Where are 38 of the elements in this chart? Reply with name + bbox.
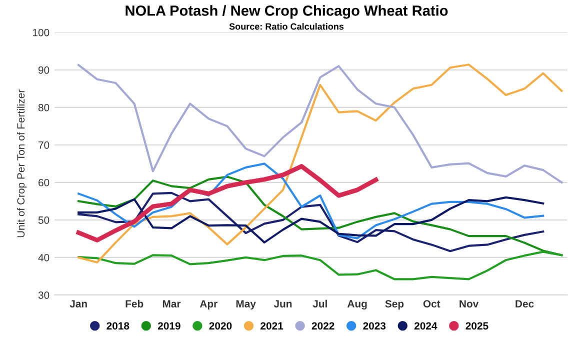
x-tick-label: Jun — [274, 300, 292, 308]
x-tick-label: Sep — [385, 300, 404, 310]
y-tick-label: 60 — [38, 178, 50, 186]
x-tick-label: Mar — [162, 300, 181, 308]
x-tick-label: Jan — [70, 300, 87, 308]
line-series — [78, 64, 563, 264]
legend-label: 2022 — [312, 322, 334, 330]
x-tick-label: May — [236, 300, 256, 310]
y-tick-label: 40 — [38, 254, 50, 262]
x-tick-label: Jul — [312, 300, 327, 308]
legend-label: 2023 — [363, 322, 386, 330]
y-axis-title: Unit of Crop Per Ton of Fertilizer — [16, 90, 27, 238]
y-tick-label: 80 — [38, 104, 50, 112]
line-series — [78, 250, 563, 280]
chart-title: NOLA Potash / New Crop Chicago Wheat Ratio — [126, 5, 448, 19]
y-tick-label: 70 — [38, 141, 50, 149]
x-tick-label: Apr — [200, 300, 218, 310]
legend-label: 2021 — [260, 322, 284, 330]
legend-label: 2019 — [158, 322, 180, 330]
legend-label: 2024 — [414, 322, 438, 330]
line-series — [76, 164, 378, 242]
line-series — [78, 192, 544, 252]
legend-label: 2018 — [106, 322, 130, 330]
legend-label: 2025 — [466, 322, 488, 330]
y-tick-label: 30 — [38, 291, 50, 299]
line-series — [78, 64, 563, 184]
x-tick-label: Nov — [460, 300, 479, 308]
y-tick-label: 50 — [38, 216, 50, 224]
x-tick-label: Oct — [423, 300, 440, 308]
line-series — [78, 162, 544, 240]
y-tick-label: 90 — [38, 66, 50, 74]
chart-subtitle: Source: Ratio Calculations — [229, 23, 344, 30]
x-tick-label: Dec — [516, 300, 534, 308]
y-tick-label: 100 — [32, 28, 50, 36]
line-series — [78, 176, 563, 256]
x-tick-label: Feb — [126, 300, 144, 308]
x-tick-label: Aug — [347, 300, 367, 310]
legend-label: 2020 — [209, 322, 232, 330]
